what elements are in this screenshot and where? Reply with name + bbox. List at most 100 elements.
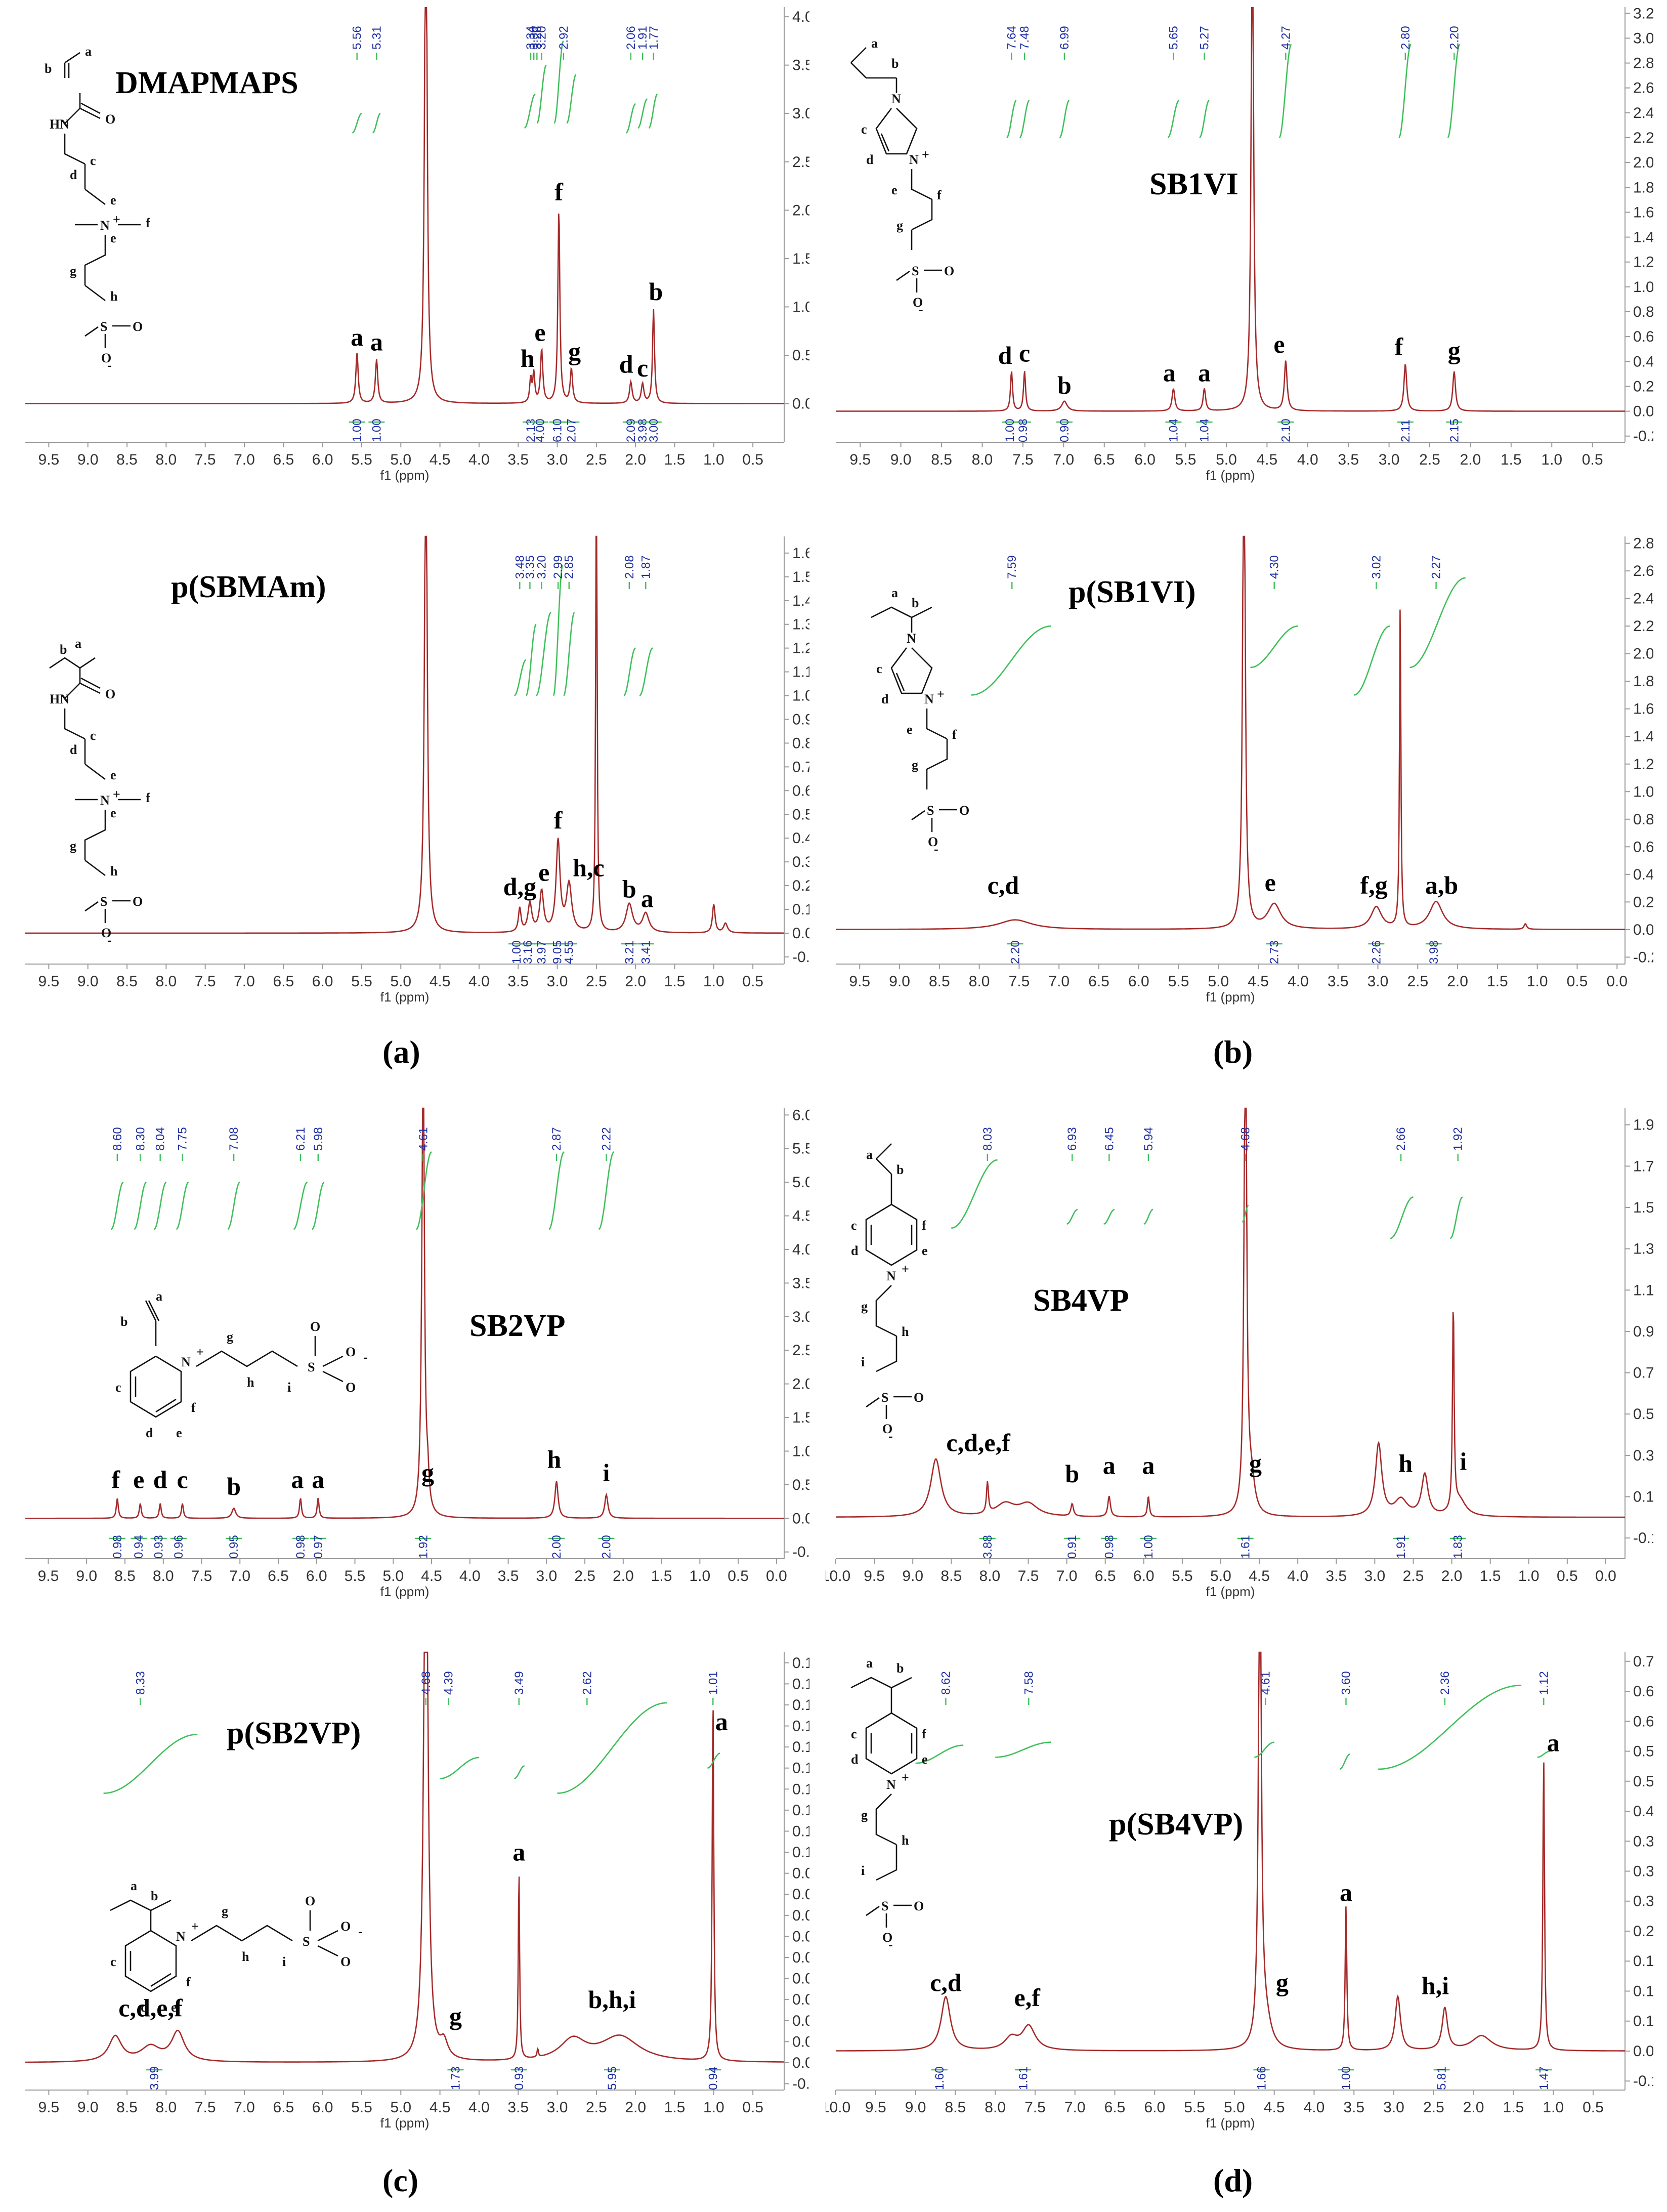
x-tick-label: 3.5 [507, 973, 529, 990]
y-tick-label: 0.4 [1633, 1803, 1653, 1820]
peak-label-b: b [1065, 1459, 1079, 1488]
integral-curve [1378, 1684, 1522, 1770]
x-tick-label: 4.0 [1304, 2099, 1325, 2116]
integral-value: 0.90 [1058, 419, 1072, 442]
x-tick-label: 5.5 [351, 2099, 372, 2116]
y-tick-label: 2.8 [1633, 55, 1653, 72]
y-tick-label: 3.0 [1633, 30, 1653, 47]
y-tick-label: 3.0 [792, 1309, 809, 1325]
atom-label: O [310, 1319, 320, 1334]
integral-value: 6.10 [551, 419, 565, 442]
spectrum-line [836, 535, 1625, 930]
integral-value: 0.93 [152, 1535, 166, 1559]
integral-value: 1.00 [1003, 419, 1017, 442]
shift-label: 2.85 [563, 555, 576, 579]
bond [926, 739, 948, 770]
x-tick-label: 1.5 [1503, 2099, 1524, 2116]
atom-label: b [45, 61, 52, 76]
integral-value: 0.97 [312, 1535, 325, 1559]
atom-label: a [891, 586, 898, 600]
atom-label: S [881, 1390, 888, 1405]
x-tick-label: 7.0 [234, 973, 255, 990]
y-tick-label: 0.1 [1633, 1953, 1653, 1970]
y-tick-label: 0.3 [1633, 1447, 1653, 1464]
atom-label: HN [50, 117, 69, 132]
x-tick-label: 8.5 [941, 1568, 962, 1584]
x-tick-label: 0.5 [1583, 2099, 1604, 2116]
integral-value: 1.00 [351, 419, 364, 442]
integral-curve [626, 103, 636, 134]
y-tick-label: 1.0 [1633, 783, 1653, 800]
integral-curve [557, 1702, 667, 1794]
integral-value: 0.98 [294, 1535, 308, 1559]
atom-label: h [247, 1375, 254, 1390]
atom-label: S [100, 894, 107, 909]
peak-label-hc: h,c [573, 853, 605, 882]
spectrum-line [836, 1651, 1625, 2052]
shift-label: 2.80 [1399, 26, 1413, 50]
atom-label: N [176, 1929, 186, 1944]
shift-label: 6.21 [294, 1127, 308, 1151]
y-tick-label: 0.3 [1633, 1893, 1653, 1910]
integral-curve [1447, 44, 1461, 139]
y-tick-label: 0.01 [792, 2033, 809, 2050]
y-tick-label: 0.6 [1633, 1713, 1653, 1730]
atom-label: a [75, 636, 81, 651]
atom-label: b [891, 56, 899, 71]
integral-curve [293, 1181, 308, 1230]
x-tick-label: 0.5 [728, 1568, 749, 1584]
y-tick-label: 0.5 [1633, 1773, 1653, 1790]
x-tick-label: 8.5 [114, 1568, 136, 1584]
shift-label: 2.99 [551, 555, 565, 579]
integral-value: 3.16 [521, 940, 535, 964]
x-tick-label: 9.0 [76, 1568, 97, 1584]
x-tick-label: 2.0 [625, 2099, 646, 2116]
atom-label: S [912, 264, 919, 278]
x-tick-label: 4.5 [1264, 2099, 1285, 2116]
y-tick-label: 0.1 [1633, 1489, 1653, 1506]
y-tick-label: 0.2 [792, 878, 809, 894]
y-tick-label: 1.4 [1633, 728, 1653, 745]
atom-label: N [886, 1777, 896, 1792]
integral-value: 1.92 [416, 1535, 430, 1559]
x-tick-label: 7.5 [191, 1568, 212, 1584]
bond [866, 1905, 880, 1916]
atom-label: d [851, 1752, 859, 1767]
y-tick-label: 0.15 [792, 1739, 809, 1756]
y-tick-label: -0.1 [1633, 1530, 1653, 1547]
bond [84, 810, 106, 860]
x-tick-label: 9.5 [849, 973, 870, 990]
atom-label: + [937, 687, 945, 701]
integral-curve [649, 93, 658, 129]
x-tick-label: 3.5 [498, 1568, 519, 1584]
peak-label-e: e [1273, 330, 1285, 358]
bond [890, 647, 933, 694]
bond [876, 1336, 897, 1372]
peak-label-i: i [1460, 1447, 1467, 1475]
x-tick-label: 7.0 [1064, 2099, 1086, 2116]
shift-label: 3.60 [1339, 1671, 1353, 1695]
integral-curve [536, 612, 551, 696]
x-tick-label: 5.0 [390, 973, 411, 990]
peak-label-a: a [1142, 1451, 1155, 1480]
shift-label: 7.08 [227, 1127, 241, 1151]
atom-label: O [944, 264, 954, 278]
x-axis-label: f1 (ppm) [1206, 2115, 1255, 2131]
integral-value: 5.95 [606, 2066, 619, 2090]
bond [911, 810, 925, 821]
y-tick-label: 1.5 [792, 569, 809, 586]
bond [64, 683, 80, 699]
integral-value: 2.00 [550, 1535, 564, 1559]
atom-label: O [305, 1894, 315, 1908]
atom-label: b [912, 596, 919, 610]
bond [196, 1350, 298, 1367]
peak-label-f: f [111, 1466, 120, 1494]
y-tick-label: 1.5 [1633, 1199, 1653, 1216]
bond [317, 1930, 338, 1942]
atom-label: f [937, 188, 942, 202]
bond [871, 606, 932, 618]
x-tick-label: 6.5 [1104, 2099, 1126, 2116]
x-tick-label: 3.5 [1343, 2099, 1364, 2116]
y-tick-label: 2.6 [1633, 563, 1653, 579]
y-tick-label: 0.4 [1633, 353, 1653, 370]
